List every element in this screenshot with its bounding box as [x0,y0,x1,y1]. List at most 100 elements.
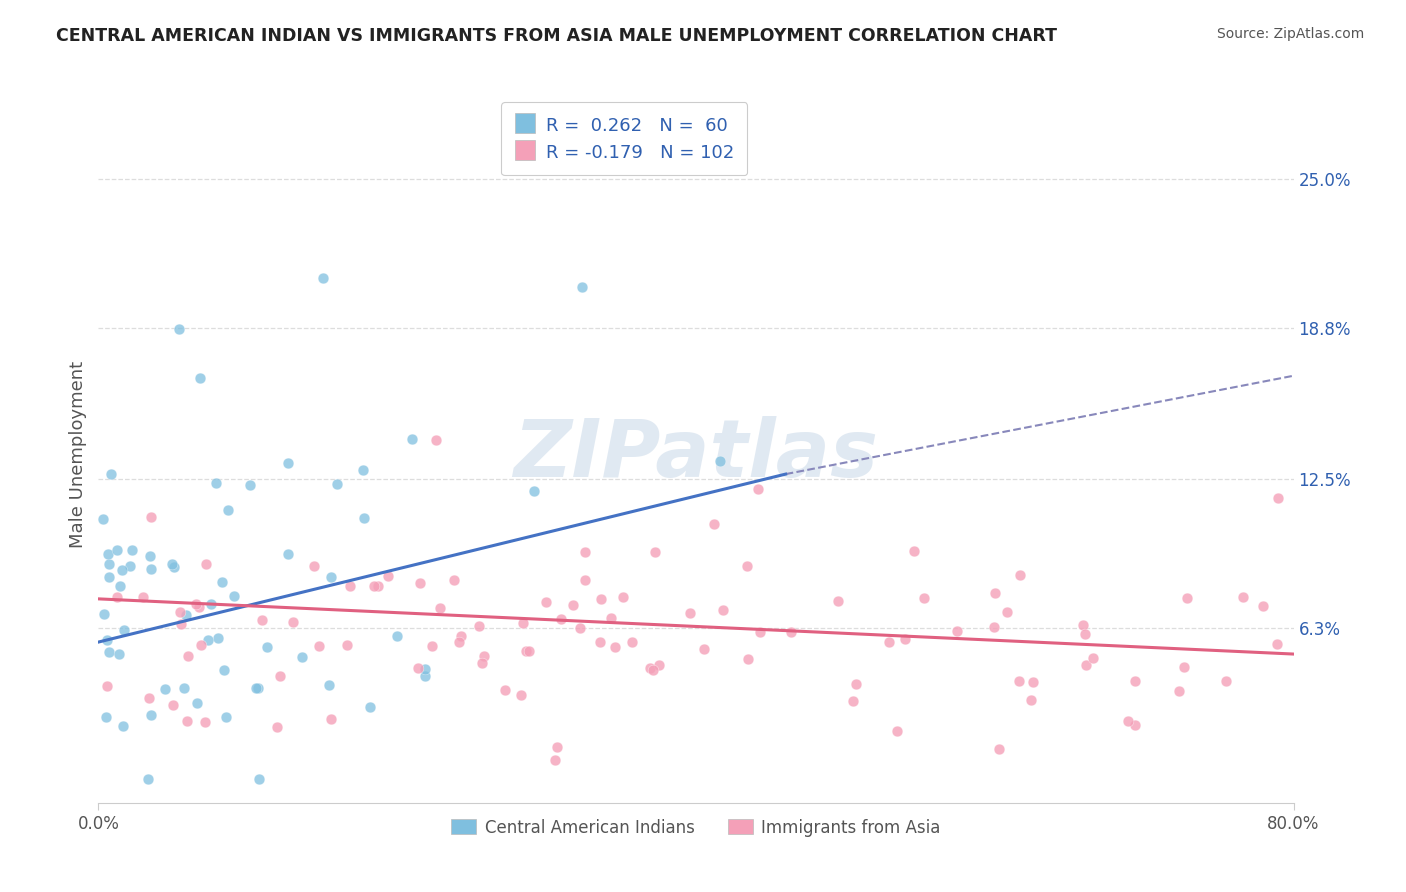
Point [644,544,666,558]
Point [139,562,162,576]
Point [1215,673,1237,688]
Point [141,708,163,723]
Point [120,558,142,573]
Point [589,591,612,606]
Point [747,482,769,496]
Point [780,624,803,639]
Point [827,594,849,608]
Point [170,616,193,631]
Point [97,557,120,571]
Point [1116,714,1139,728]
Point [266,720,288,734]
Text: ZIPatlas: ZIPatlas [513,416,879,494]
Point [162,557,184,571]
Point [536,594,558,608]
Point [1232,591,1254,605]
Point [711,603,734,617]
Point [188,371,211,385]
Point [186,697,208,711]
Point [105,543,128,558]
Point [277,547,299,561]
Point [177,648,200,663]
Point [217,503,239,517]
Point [250,613,273,627]
Point [693,642,716,657]
Point [1074,627,1097,641]
Point [679,606,702,620]
Point [737,651,759,665]
Point [93,607,115,622]
Point [983,620,1005,634]
Point [512,615,534,630]
Point [200,597,222,611]
Point [401,432,423,446]
Point [472,648,495,663]
Point [877,635,900,649]
Point [648,658,671,673]
Point [269,668,291,682]
Point [353,511,375,525]
Point [574,573,596,587]
Point [121,543,143,558]
Point [224,590,246,604]
Point [408,661,430,675]
Point [139,509,162,524]
Point [550,612,572,626]
Point [621,635,644,649]
Point [612,591,634,605]
Point [1123,673,1146,688]
Point [1008,674,1031,689]
Point [510,688,533,702]
Point [319,570,342,584]
Point [471,656,494,670]
Point [449,635,471,649]
Point [984,586,1007,600]
Point [443,573,465,587]
Point [988,742,1011,756]
Point [842,694,865,708]
Point [1081,651,1104,665]
Point [162,698,184,712]
Point [277,456,299,470]
Point [291,649,314,664]
Point [1173,660,1195,674]
Point [212,663,235,677]
Y-axis label: Male Unemployment: Male Unemployment [69,361,87,549]
Point [91,512,114,526]
Point [1019,693,1042,707]
Point [420,639,443,653]
Point [429,600,451,615]
Point [546,740,568,755]
Point [112,624,135,638]
Point [749,624,772,639]
Point [1265,637,1288,651]
Point [318,678,340,692]
Point [544,753,567,767]
Point [638,661,661,675]
Point [574,545,596,559]
Point [108,579,131,593]
Point [339,579,361,593]
Point [894,632,917,646]
Point [308,639,330,653]
Text: Source: ZipAtlas.com: Source: ZipAtlas.com [1216,27,1364,41]
Point [96,710,118,724]
Point [207,631,229,645]
Point [97,570,120,584]
Point [111,564,134,578]
Point [1022,674,1045,689]
Point [311,271,333,285]
Point [517,644,540,658]
Point [385,629,408,643]
Text: CENTRAL AMERICAN INDIAN VS IMMIGRANTS FROM ASIA MALE UNEMPLOYMENT CORRELATION CH: CENTRAL AMERICAN INDIAN VS IMMIGRANTS FR… [56,27,1057,45]
Point [184,597,207,611]
Point [336,638,359,652]
Point [139,549,162,563]
Point [138,690,160,705]
Point [176,714,198,729]
Point [169,322,191,336]
Point [562,599,585,613]
Point [1010,568,1032,582]
Point [163,560,186,574]
Point [195,557,218,571]
